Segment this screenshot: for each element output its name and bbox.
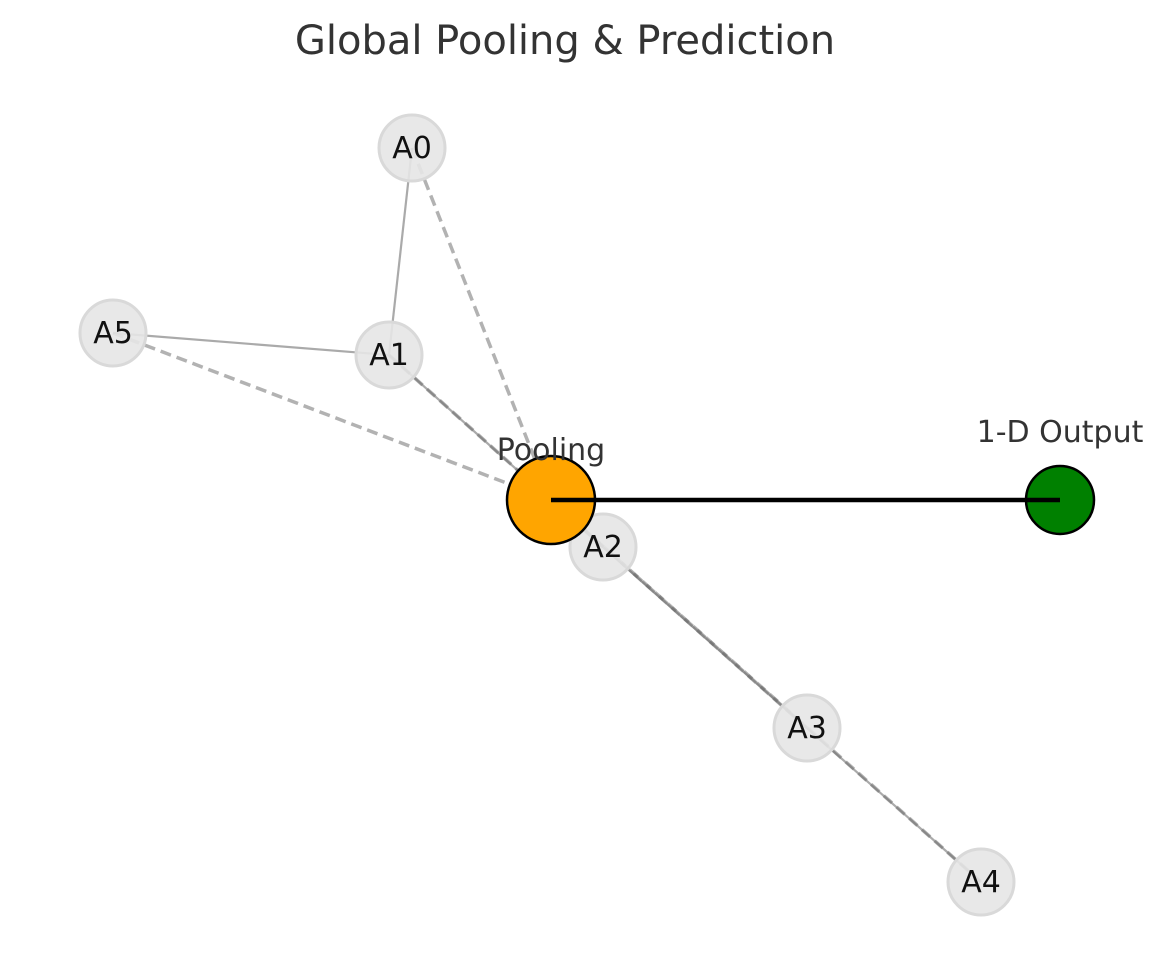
atom-circle bbox=[377, 113, 447, 183]
atom-label: A0 bbox=[392, 131, 432, 166]
diagram-title: Global Pooling & Prediction bbox=[295, 18, 835, 64]
atom-label: A2 bbox=[583, 530, 623, 565]
atom-circle bbox=[568, 512, 638, 582]
atom-node-a2: A2 bbox=[568, 512, 638, 582]
pooling-node: Pooling bbox=[497, 433, 605, 546]
atom-node-a3: A3 bbox=[772, 693, 842, 763]
output-label: 1-D Output bbox=[977, 415, 1144, 450]
atom-circle bbox=[772, 693, 842, 763]
pool-edge-a5 bbox=[112, 331, 552, 502]
bond-a1-a5 bbox=[112, 331, 390, 357]
pool-edge-a0 bbox=[410, 147, 553, 501]
atom-label: A3 bbox=[787, 711, 827, 746]
atom-node-a5: A5 bbox=[78, 298, 148, 368]
atom-label: A4 bbox=[961, 865, 1001, 900]
atom-circle bbox=[354, 320, 424, 390]
special-nodes-layer: Pooling 1-D Output bbox=[497, 415, 1144, 546]
atom-label: A1 bbox=[369, 338, 409, 373]
atom-circle bbox=[946, 847, 1016, 917]
bond-a0-a1 bbox=[387, 147, 414, 356]
output-node: 1-D Output bbox=[977, 415, 1144, 536]
atom-node-a0: A0 bbox=[377, 113, 447, 183]
pooling-label: Pooling bbox=[497, 433, 605, 468]
atom-label: A5 bbox=[93, 316, 133, 351]
pool-edge-a1 bbox=[387, 353, 553, 502]
atom-circle bbox=[78, 298, 148, 368]
atom-node-a4: A4 bbox=[946, 847, 1016, 917]
atom-node-a1: A1 bbox=[354, 320, 424, 390]
atoms-layer: A0 A1 A2 A3 A4 A5 bbox=[78, 113, 1016, 917]
